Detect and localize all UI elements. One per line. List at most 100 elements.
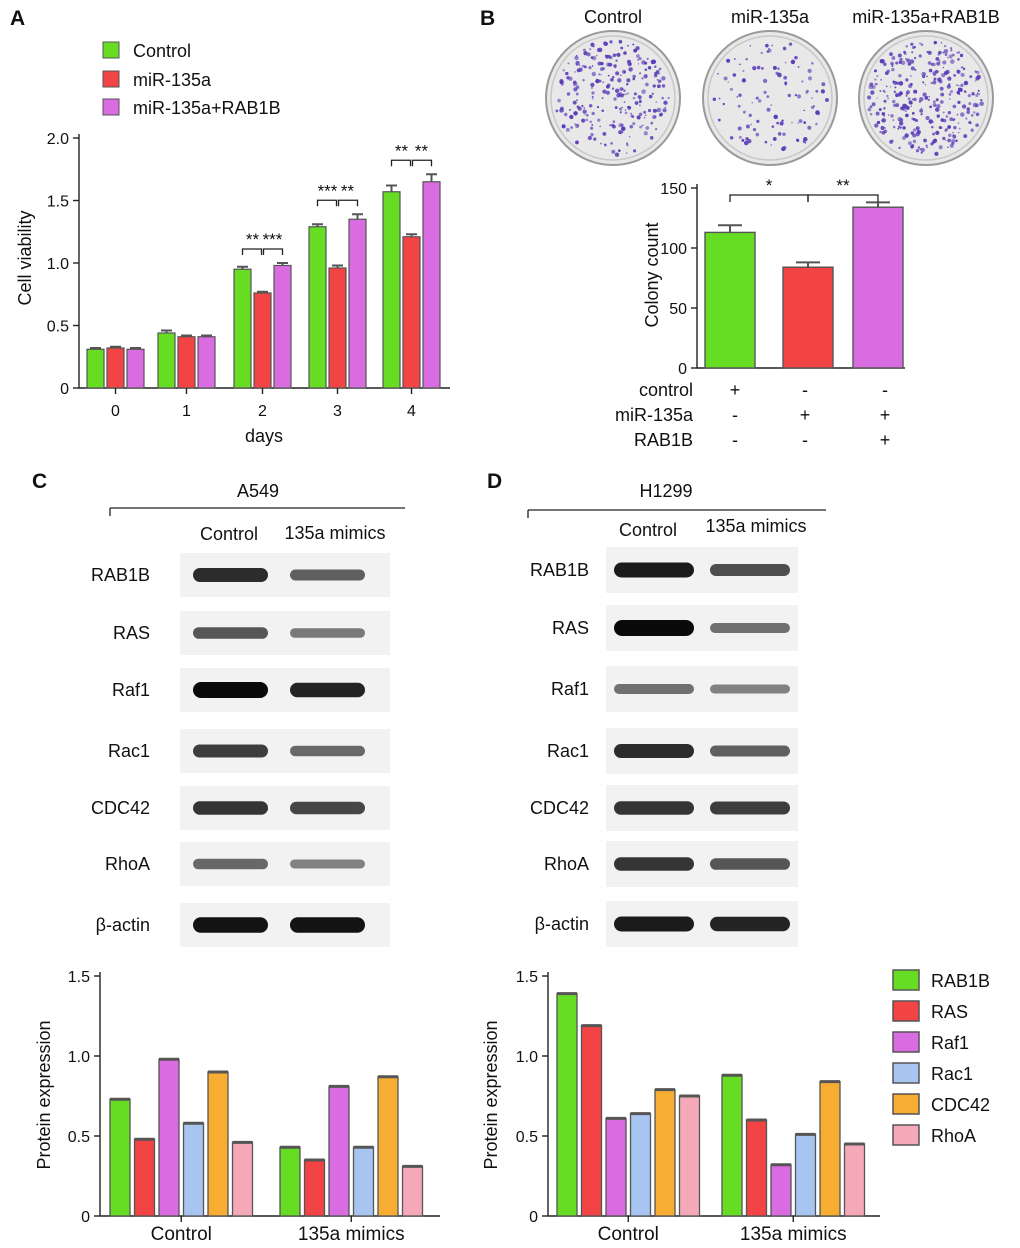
colony-dot [582,109,587,114]
blot-band-rab1b-mimics [290,569,365,581]
colony-dot [617,149,621,153]
colony-dot [957,100,961,105]
colony-dot [938,79,943,84]
colony-dot [583,65,587,69]
colony-dot [894,86,897,89]
legend-label-rab1b: RAB1B [931,971,990,991]
colony-dot [596,105,600,109]
colony-dot [874,78,877,81]
colony-dot [938,50,942,55]
colony-dot [876,97,878,99]
colony-dot [866,95,872,100]
panel-d-blot: RAB1B RAS Raf1 Rac1 CDC42 RhoA β-actin [530,547,798,947]
panel-c-bar-rhoa-135a-mimics [401,1165,424,1217]
colony-dot [932,100,936,104]
colony-dot [611,149,616,154]
legend-label-cdc42: CDC42 [931,1095,990,1115]
colony-dot [967,94,971,98]
panel-d-ytick-label: 1.0 [516,1049,538,1066]
colony-dot [592,113,594,116]
colony-dot [942,60,947,65]
colony-dot [616,52,621,57]
colony-dot [638,100,642,103]
colony-dot [874,123,879,128]
colony-dot [935,98,939,102]
colony-dot [613,97,617,101]
colony-dot [975,123,979,127]
colony-dot [947,146,949,148]
blot-band-rhoa-control [193,858,268,870]
colony-dot [966,107,970,111]
colony-dot [623,51,627,55]
colony-dot [957,58,960,61]
colony-dot [803,137,808,142]
colony-dot [626,59,631,64]
colony-dot [890,114,894,118]
colony-dot [602,81,605,84]
colony-dot [727,81,729,83]
colony-dot [611,87,615,90]
panel-a-sig-label: ** [395,141,409,160]
colony-dot [590,56,594,59]
colony-dot [908,100,913,105]
colony-dot [633,149,637,153]
colony-dot [905,91,909,95]
colony-dot [748,113,752,118]
colony-dot [615,59,618,62]
panel-c-bar-rab1b-control [109,1098,131,1217]
colony-dot [611,76,615,79]
legend-swatch-cdc42 [892,1093,920,1115]
blot-band-cdc42-mimics [290,801,365,815]
colony-dot [937,71,939,73]
panel-letter-d: D [487,470,502,493]
colony-dot [602,67,606,70]
colony-dot [618,130,623,135]
colony-dot [576,99,578,102]
panel-b-bar-control [704,231,756,369]
panel-a-xtick-label: 0 [111,403,120,420]
colony-dot [575,92,579,96]
panel-b-ytick-label: 0 [678,361,687,378]
colony-dot [643,131,648,136]
colony-dot [958,127,961,130]
colony-dot [953,74,956,77]
colony-dot [763,90,767,94]
colony-dot [871,85,876,90]
panel-a-sig-label: *** [263,230,283,249]
colony-dot [600,74,603,76]
colony-dot [879,130,882,134]
colony-dot [940,41,943,44]
blot-band-raf1-mimics [290,682,365,698]
colony-dot [784,48,786,51]
colony-dot [777,67,780,70]
colony-dot [771,125,775,129]
colony-dot [899,126,902,129]
panel-d-bar-rhoa-control [678,1095,701,1217]
colony-dot [931,142,934,145]
blot-label-rhoa: RhoA [105,854,150,874]
colony-dot [959,53,964,58]
colony-dot [867,107,872,112]
panel-d-bar-ras-control [580,1024,603,1217]
colony-dot [732,73,737,77]
colony-dot [656,78,659,81]
colony-dot [949,90,954,94]
colony-dot [567,62,570,65]
colony-dot [621,87,624,90]
colony-dot [892,103,897,108]
colony-dot [593,137,597,141]
colony-dot [581,104,584,108]
panel-d-bar-rab1b-135a-mimics [721,1074,743,1217]
dish-label-mir135a: miR-135a [731,7,810,27]
colony-dot [928,119,933,124]
colony-dot [590,86,594,89]
colony-dot [941,73,946,78]
colony-dot [736,96,739,98]
colony-dot [909,59,915,64]
colony-dot [810,105,815,110]
colony-dot [641,77,644,80]
blot-label-ras: RAS [113,623,150,643]
colony-dot [661,96,664,100]
colony-dot [745,57,748,61]
colony-dot [932,132,936,136]
